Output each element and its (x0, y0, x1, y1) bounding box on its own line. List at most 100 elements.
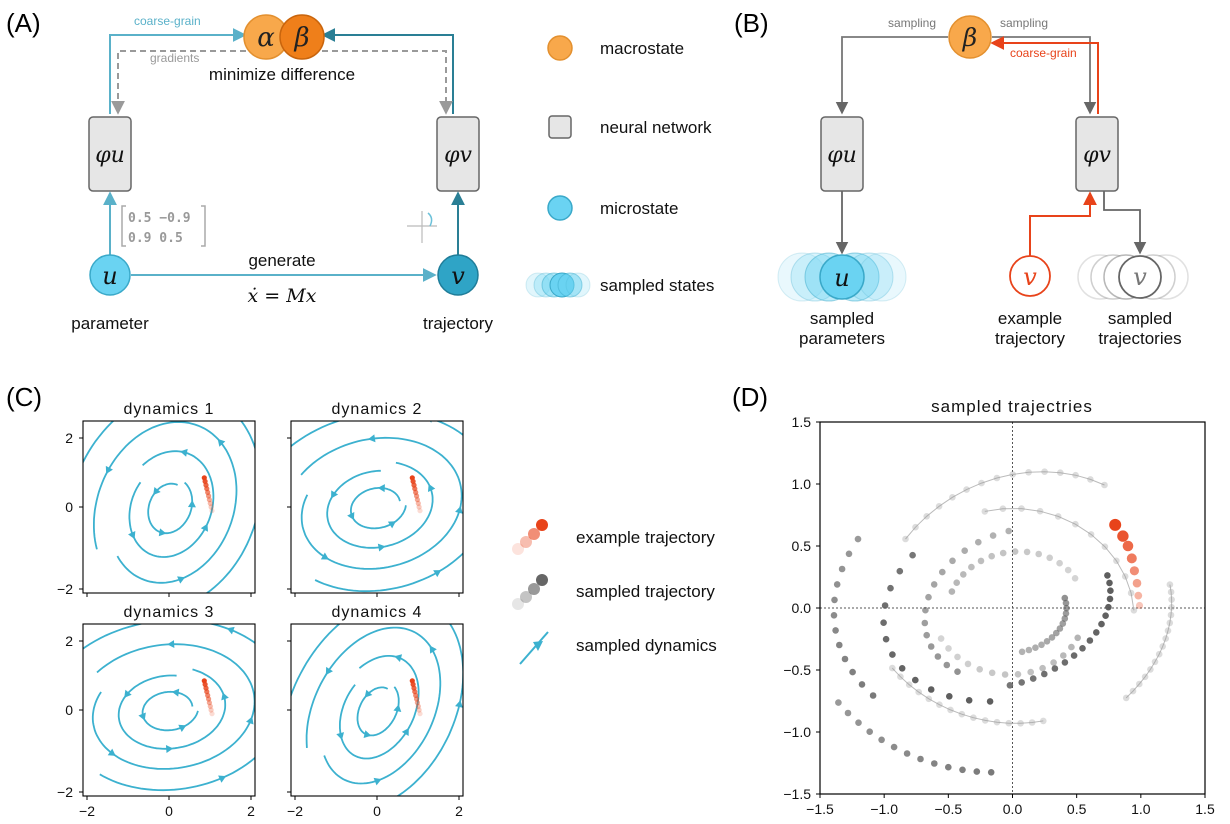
trajectory-dot (999, 549, 1007, 557)
legend-macrostate-label: macrostate (600, 39, 684, 58)
example-trajectory-point (1135, 601, 1144, 610)
legend-sampled-trajectory-label: sampled trajectory (576, 582, 715, 601)
trajectory-line (905, 471, 1105, 540)
streamlines (43, 624, 255, 792)
legend-microstate-label: microstate (600, 199, 678, 218)
streamline (83, 421, 255, 593)
stream-arrow (221, 692, 229, 701)
beta-symbol-b: β (962, 23, 977, 52)
streamline (117, 668, 227, 750)
trajectory-dot (905, 681, 913, 688)
u-symbol: u (102, 262, 117, 290)
matrix-m: 0.5 −0.9 0.9 0.5 (121, 205, 206, 247)
example-trajectory-dot (207, 500, 213, 506)
subplot-frame (82, 420, 256, 594)
dynamics-3-subplot: dynamics 3 2 0 −2 −2 0 2 (43, 604, 256, 819)
x-tick-label: 0 (165, 803, 173, 819)
trajectory-dot (878, 736, 885, 744)
phi-u-label: φu (95, 143, 125, 168)
trajectory-dot (1079, 645, 1086, 652)
trajectory-dot (1005, 719, 1013, 727)
trajectory-dot (896, 567, 904, 575)
trajectory-dot (1063, 604, 1070, 612)
trajectory-dot (866, 728, 873, 735)
stream-arrow (107, 748, 116, 756)
streamline (91, 643, 255, 770)
trajectory-dot (836, 641, 843, 649)
beta-macrostate-b (948, 15, 992, 59)
trajectory-dot (1162, 635, 1169, 642)
x-tick-label: 1.5 (1195, 801, 1215, 817)
sampled-trajectories-stack (1077, 254, 1189, 300)
streamline (339, 655, 420, 760)
streamline (326, 461, 434, 549)
sampling-arrow-left (835, 36, 948, 115)
trajectory-dot (1098, 620, 1105, 628)
axis-ticks: −1.5 −1.0 −0.5 0.0 0.5 1.0 1.5 1.5 1.0 0.5 0.0 −0.5… (783, 414, 1215, 817)
v-symbol: v (451, 262, 465, 290)
trajectory-dot (1166, 619, 1174, 627)
trajectory-dot (903, 750, 911, 757)
trajectory-dot (937, 635, 945, 642)
trajectory-dot (1035, 550, 1042, 558)
stream-arrow (394, 654, 403, 662)
trajectory-dot (881, 602, 889, 609)
example-trajectory-dot (414, 497, 420, 503)
trajectory-dot (1057, 469, 1064, 477)
gradient-arrow-left (111, 50, 246, 115)
trajectory-dot (1041, 670, 1048, 678)
beta-symbol: β (293, 23, 309, 53)
equation-label: ẋ = Mx (248, 285, 317, 307)
panel-a: (A) coarse-grain gradients α β minimize … (6, 8, 493, 333)
stream-arrow (153, 486, 161, 495)
trajectory-dot (945, 645, 952, 652)
trajectory-dot (1046, 554, 1053, 562)
alpha-symbol: α (257, 23, 275, 53)
subplot-title: dynamics 2 (332, 401, 423, 418)
trajectory-dot (1062, 599, 1070, 607)
trajectory-dot (986, 698, 994, 705)
stream-arrow (387, 521, 396, 529)
trajectory-dot (844, 709, 852, 717)
streamlines (83, 421, 255, 593)
streamline (291, 624, 463, 796)
trajectory-dot (1072, 520, 1079, 528)
example-trajectory-dot (414, 696, 420, 702)
stream-arrow (373, 777, 382, 786)
gradients-label: gradients (150, 51, 199, 65)
stream-arrow (43, 687, 50, 695)
stream-arrow (180, 448, 188, 457)
trajectory-dot (936, 701, 943, 708)
trajectory-dot (968, 563, 975, 571)
stream-arrow (336, 732, 345, 740)
trajectory-dot (880, 619, 887, 626)
example-trajectory-point (1134, 591, 1143, 600)
stream-arrow (320, 552, 329, 560)
stream-arrow (128, 531, 136, 540)
trajectory-dot (855, 719, 862, 726)
trajectory-dot (1074, 634, 1081, 642)
trajectory-dot (1011, 548, 1019, 555)
panel-b-label: (B) (734, 8, 769, 38)
example-trajectory-point (1129, 566, 1139, 576)
trajectory-dot (961, 547, 968, 554)
minimize-difference-label: minimize difference (209, 65, 355, 84)
trajectory-dot (1059, 620, 1067, 627)
stream-arrow (393, 704, 402, 712)
trajectory-dot (1029, 675, 1037, 682)
trajectory-dot (838, 565, 846, 573)
example-trajectory-dot (206, 696, 212, 702)
trajectory-dot (897, 673, 904, 680)
coarse-grain-arrow-right (321, 28, 454, 114)
stream-arrow (178, 724, 187, 732)
trajectory-dot (981, 508, 989, 515)
example-trajectory-dot (206, 497, 212, 503)
trajectory-dot (1041, 468, 1048, 476)
legend-network-marker (548, 115, 572, 139)
example-trajectory-dot (416, 504, 422, 510)
trajectory-dot (1027, 668, 1034, 676)
trajectory-dot (1006, 682, 1014, 689)
trajectory-dot (1151, 658, 1159, 666)
trajectory-dot (1054, 513, 1062, 520)
stream-arrow (167, 640, 175, 649)
